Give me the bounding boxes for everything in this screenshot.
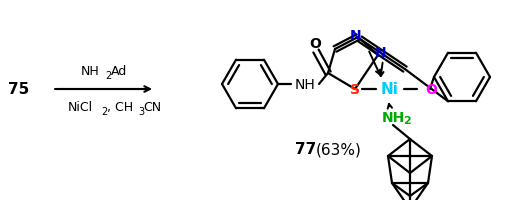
Text: 75: 75 xyxy=(8,82,29,97)
Text: CN: CN xyxy=(143,101,161,114)
Text: S: S xyxy=(350,83,360,97)
Text: Ad: Ad xyxy=(111,65,127,78)
Text: 77: 77 xyxy=(295,142,316,157)
Text: N: N xyxy=(375,46,387,60)
Text: NiCl: NiCl xyxy=(68,101,93,114)
Text: NH: NH xyxy=(295,78,315,92)
Text: 2: 2 xyxy=(101,106,107,116)
Text: 3: 3 xyxy=(138,106,144,116)
Text: O: O xyxy=(425,83,437,97)
Text: Ni: Ni xyxy=(381,82,399,97)
Text: 2: 2 xyxy=(403,115,411,125)
Text: NH: NH xyxy=(382,110,405,124)
Text: 2: 2 xyxy=(105,71,111,81)
Text: NH: NH xyxy=(81,65,100,78)
Text: , CH: , CH xyxy=(107,101,133,114)
Text: N: N xyxy=(350,29,362,43)
Text: (63%): (63%) xyxy=(316,142,362,157)
Text: O: O xyxy=(309,37,321,51)
